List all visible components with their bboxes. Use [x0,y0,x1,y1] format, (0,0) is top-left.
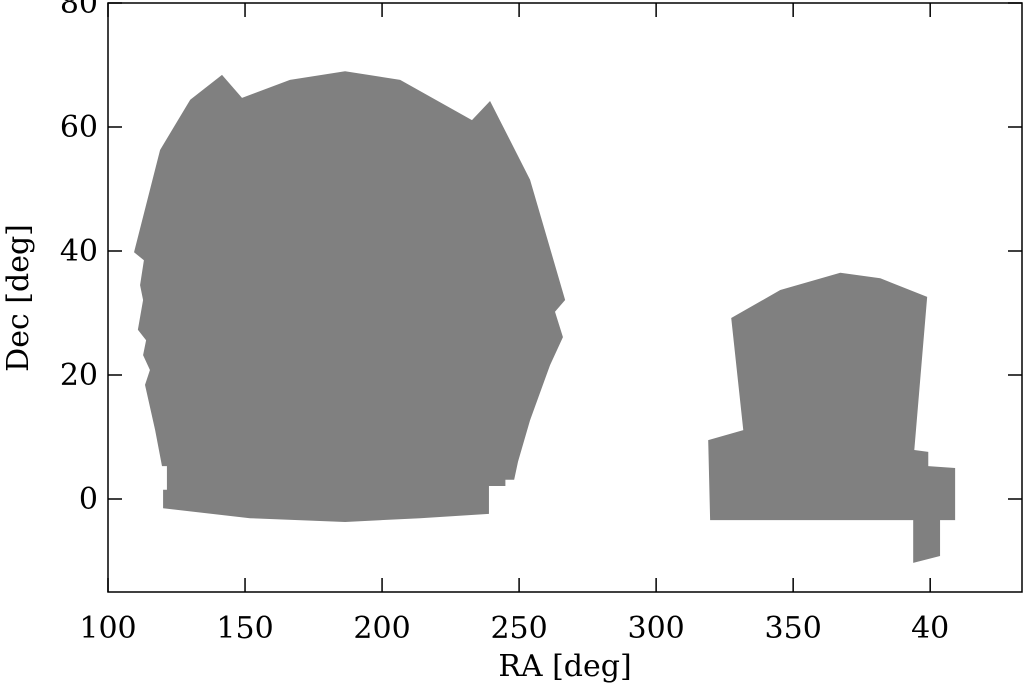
x-tick-label: 100 [79,611,136,646]
y-tick-label: 80 [60,0,98,21]
footprint [708,272,956,563]
x-tick-label: 250 [490,611,547,646]
plot-frame [107,2,1023,593]
x-tick-label: 40 [911,611,949,646]
footprint [134,71,566,522]
y-tick-label: 60 [60,110,98,145]
x-tick-label: 200 [353,611,410,646]
x-tick-label: 150 [216,611,273,646]
y-tick-label: 40 [60,234,98,269]
y-tick-label: 0 [79,482,98,517]
x-tick-label: 350 [765,611,822,646]
y-axis-label: Dec [deg] [1,224,36,372]
x-axis-label: RA [deg] [498,649,631,684]
y-tick-label: 20 [60,358,98,393]
x-tick-label: 300 [627,611,684,646]
